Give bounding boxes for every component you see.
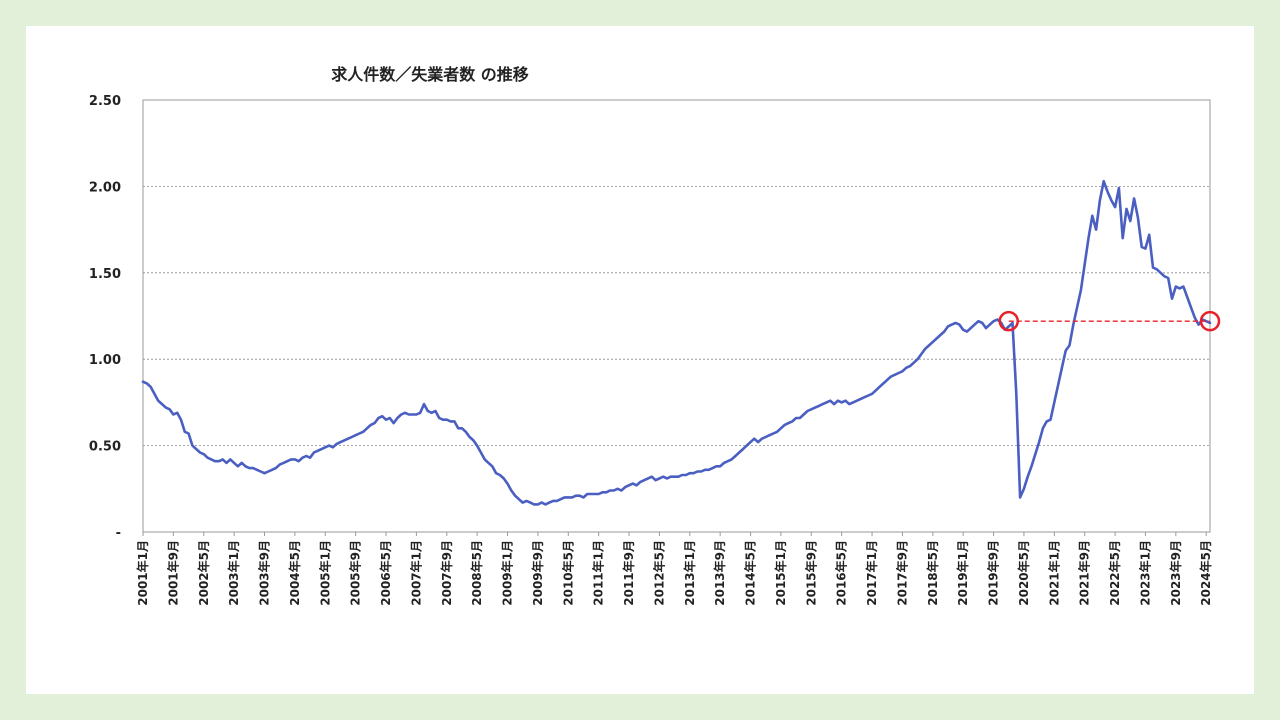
y-tick-label: 2.50 [89,94,121,109]
x-tick-label: 2001年1月 [135,540,150,606]
x-axis-ticks: 2001年1月 2001年9月 2002年5月 2003年1月 2003年9月 2004年… [135,532,1213,606]
series-group [141,179,1212,506]
x-tick-label: 2009年9月 [530,540,545,606]
x-tick-label: 2009年1月 [500,540,515,606]
x-tick-label: 2016年5月 [834,540,849,606]
x-tick-label: 2022年5月 [1107,540,1122,606]
x-tick-label: 2020年5月 [1016,540,1031,606]
annotations [998,310,1221,332]
x-tick-label: 2006年5月 [378,540,393,606]
x-tick-label: 2012年5月 [651,540,666,606]
x-tick-label: 2007年9月 [439,540,454,606]
x-tick-label: 2015年1月 [773,540,788,606]
x-tick-label: 2003年1月 [226,540,241,606]
x-tick-label: 2004年5月 [287,540,302,606]
x-tick-label: 2017年1月 [864,540,879,606]
x-tick-label: 2002年5月 [196,540,211,606]
x-tick-label: 2013年9月 [712,540,727,606]
x-tick-label: 2015年9月 [803,540,818,606]
y-tick-label: 1.50 [89,267,121,282]
y-tick-label: - [116,526,121,541]
x-tick-label: 2023年9月 [1168,540,1183,606]
line-chart: 求人件数／失業者数 の推移 - 0.50 1.00 1.50 2.00 2.50 2001… [89,65,1221,606]
x-tick-label: 2017年9月 [894,540,909,606]
x-tick-label: 2023年1月 [1137,540,1152,606]
x-tick-label: 2001年9月 [165,540,180,606]
x-tick-label: 2005年1月 [317,540,332,606]
x-tick-label: 2021年9月 [1077,540,1092,606]
x-tick-label: 2013年1月 [682,540,697,606]
x-tick-label: 2007年1月 [408,540,423,606]
x-tick-label: 2019年9月 [986,540,1001,606]
x-tick-label: 2010年5月 [560,540,575,606]
x-tick-label: 2003年9月 [257,540,272,606]
series-line [141,179,1212,506]
highlight-circle [998,310,1020,332]
plot-frame [142,99,1211,533]
y-tick-label: 0.50 [89,440,121,455]
x-tick-label: 2019年1月 [955,540,970,606]
chart-title: 求人件数／失業者数 の推移 [331,65,529,84]
x-tick-label: 2008年5月 [469,540,484,606]
x-tick-label: 2021年1月 [1046,540,1061,606]
x-tick-label: 2011年9月 [621,540,636,606]
highlight-circle [1199,310,1221,332]
y-tick-label: 2.00 [89,180,121,195]
x-tick-label: 2014年5月 [743,540,758,606]
y-tick-label: 1.00 [89,353,121,368]
x-tick-label: 2024年5月 [1198,540,1213,606]
x-tick-label: 2005年9月 [348,540,363,606]
x-tick-label: 2011年1月 [591,540,606,606]
y-axis-ticks: - 0.50 1.00 1.50 2.00 2.50 [89,94,121,541]
chart-card: 求人件数／失業者数 の推移 - 0.50 1.00 1.50 2.00 2.50 2001… [26,26,1254,694]
gridlines [143,185,1210,447]
x-tick-label: 2018年5月 [925,540,940,606]
